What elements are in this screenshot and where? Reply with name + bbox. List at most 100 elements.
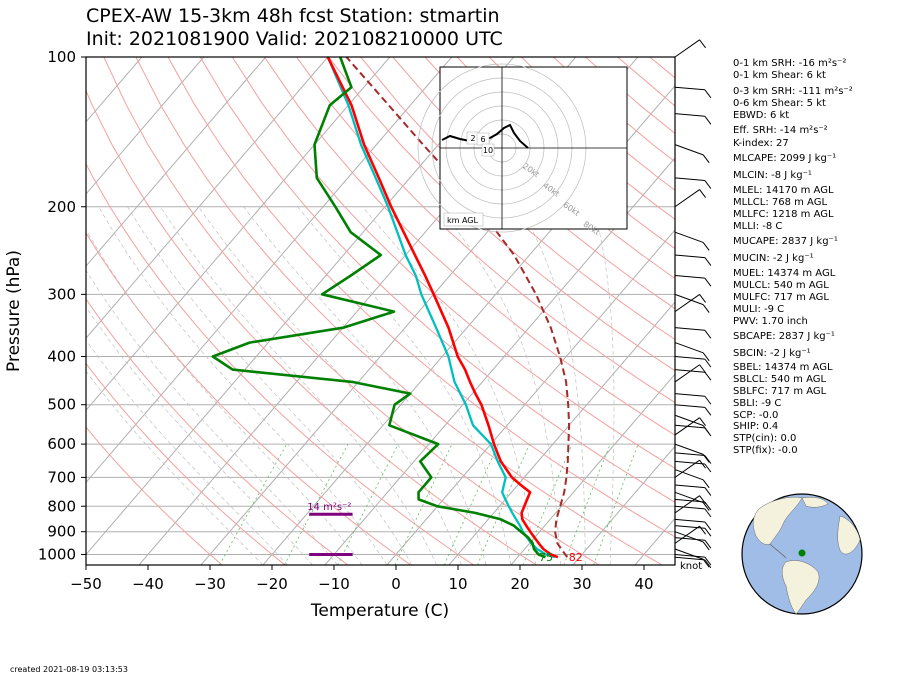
station-locator-globe: [741, 493, 863, 615]
wind-barb: [674, 144, 704, 156]
mixing-ratio-line: [337, 443, 399, 565]
wind-barb-flag: [704, 427, 712, 437]
wind-barb-flag: [704, 508, 712, 518]
x-tick-label: −50: [70, 575, 102, 593]
dry-adiabat: [86, 362, 286, 565]
index-line: MLLFC: 1218 m AGL: [733, 209, 834, 220]
wind-barb: [674, 469, 704, 481]
index-line: 0-3 km SRH: -111 m²s⁻²: [733, 86, 853, 97]
wind-barb-flag: [699, 364, 706, 374]
index-line: MUCIN: -2 J kg⁻¹: [733, 253, 814, 264]
wind-barb: [674, 342, 704, 354]
y-tick-label: 600: [47, 435, 76, 453]
y-axis-label: Pressure (hPa): [4, 250, 24, 372]
index-line: MUEL: 14374 m AGL: [733, 268, 836, 279]
wind-barb-flag: [704, 407, 712, 416]
dry-adiabat: [86, 426, 223, 565]
moist-adiabat: [86, 339, 288, 565]
x-tick-label: −30: [194, 575, 226, 593]
wind-barb-flag: [704, 257, 712, 266]
wind-barb-flag: [704, 455, 712, 464]
wind-barb-flag: [699, 417, 706, 426]
wind-barb: [674, 556, 705, 561]
index-line: MULCL: 540 m AGL: [733, 280, 829, 291]
wind-barb: [674, 498, 705, 503]
wind-barb: [674, 460, 705, 465]
hodograph-height-label: 6: [480, 135, 485, 144]
isotherm-line: [86, 57, 453, 484]
index-line: 0-1 km SRH: -16 m²s⁻²: [733, 58, 847, 69]
wind-barb: [674, 417, 700, 436]
wind-barb: [674, 414, 704, 426]
moist-adiabat: [86, 306, 313, 565]
dewpoint-line: [211, 57, 546, 559]
mixing-ratio-line: [593, 443, 639, 565]
wind-barb: [674, 327, 705, 331]
hodograph-footer-box: [443, 212, 484, 227]
y-tick-label: 500: [47, 396, 76, 414]
y-tick-label: 900: [47, 523, 76, 541]
chart-title-line2: Init: 2021081900 Valid: 202108210000 UTC: [86, 28, 503, 50]
index-line: SCP: -0.0: [733, 410, 779, 421]
x-tick-label: 10: [448, 575, 467, 593]
wind-barb: [674, 495, 700, 514]
wind-barb-flag: [704, 329, 712, 339]
hodograph-height-label: 10: [483, 146, 493, 155]
wind-barb: [674, 404, 705, 408]
index-line: SHIP: 0.4: [733, 421, 779, 432]
chart-title-line1: CPEX-AW 15-3km 48h fcst Station: stmarti…: [86, 5, 500, 27]
isotherm-line: [86, 57, 329, 339]
wind-barb: [674, 553, 705, 558]
wind-barb: [674, 275, 705, 279]
x-tick-label: 0: [391, 575, 401, 593]
moist-adiabat: [86, 229, 363, 565]
index-line: STP(fix): -0.0: [733, 445, 798, 456]
moist-adiabat: [160, 206, 437, 565]
wind-barb-flag: [699, 525, 706, 535]
wind-barb-flag: [704, 539, 712, 549]
x-tick-label: −20: [256, 575, 288, 593]
wind-barb: [674, 86, 705, 91]
wind-barb: [674, 518, 705, 523]
wind-barb: [674, 231, 704, 243]
temperature-line: [326, 57, 559, 559]
africa-europe-land: [837, 515, 861, 555]
index-line: MULFC: 717 m AGL: [733, 292, 829, 303]
isotherm-line: [86, 57, 391, 412]
x-axis-label: Temperature (C): [310, 601, 449, 621]
wind-unit-label: knot: [680, 561, 702, 572]
wind-barb-flag: [699, 495, 706, 504]
wind-barb-flag: [704, 556, 712, 566]
index-line: Eff. SRH: -14 m²s⁻²: [733, 125, 828, 136]
wind-barb: [674, 393, 705, 397]
dry-adiabat: [86, 232, 411, 565]
moist-adiabat: [98, 206, 388, 565]
wind-barb: [674, 484, 705, 489]
wind-barb-flag: [699, 294, 706, 303]
wind-barb-flag: [702, 558, 710, 568]
index-line: SBLCL: 540 m AGL: [733, 374, 827, 385]
wind-barb-flag: [702, 242, 710, 251]
hodograph-height-label: 2: [470, 134, 475, 143]
hodograph-footer-label: km AGL: [447, 216, 479, 225]
wind-barb-flag: [704, 180, 712, 189]
index-line: MLLCL: 768 m AGL: [733, 197, 828, 208]
wind-barb: [674, 491, 704, 504]
moist-adiabat: [592, 206, 615, 565]
chart-grid: [86, 57, 675, 565]
index-line: SBLI: -9 C: [733, 398, 782, 409]
y-tick-label: 200: [47, 198, 76, 216]
wind-barb-flag: [699, 459, 706, 469]
wind-barb: [674, 548, 704, 560]
wind-barb: [674, 39, 700, 58]
dry-adiabat: [392, 57, 675, 310]
index-line: MLCAPE: 2099 J kg⁻¹: [733, 153, 837, 164]
station-marker: [798, 549, 806, 557]
wind-barb: [674, 443, 704, 455]
isotherm-line: [386, 229, 675, 565]
dry-adiabat: [424, 57, 675, 280]
wind-barb: [674, 254, 705, 259]
index-line: MLLI: -8 C: [733, 221, 783, 232]
central-america-land: [769, 543, 787, 559]
